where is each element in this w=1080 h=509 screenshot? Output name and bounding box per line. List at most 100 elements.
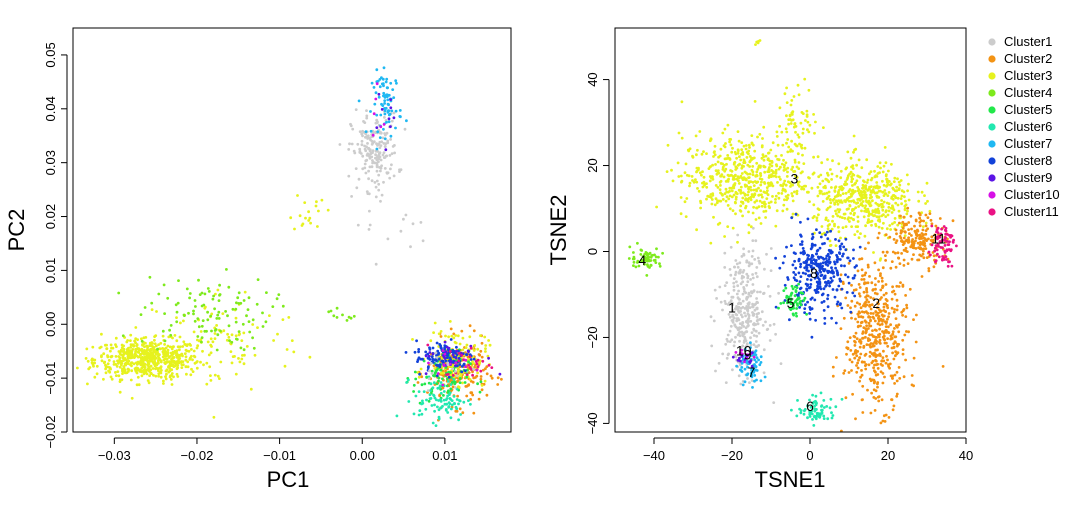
tsne-point bbox=[734, 152, 738, 156]
pca-point bbox=[363, 144, 366, 148]
tsne-point bbox=[766, 170, 770, 174]
tsne-point bbox=[814, 394, 818, 398]
pca-point bbox=[456, 379, 460, 383]
pca-point bbox=[372, 86, 376, 89]
tsne-point bbox=[824, 216, 828, 220]
pca-point bbox=[172, 375, 175, 379]
pca-point bbox=[352, 314, 356, 318]
pca-point bbox=[380, 164, 383, 168]
tsne-point bbox=[721, 193, 724, 197]
tsne-point bbox=[802, 299, 806, 302]
legend-swatch bbox=[988, 140, 996, 148]
tsne-point bbox=[751, 276, 755, 280]
tsne-point bbox=[776, 181, 779, 184]
pca-point bbox=[162, 347, 166, 351]
tsne-point bbox=[788, 318, 791, 322]
tsne-point bbox=[834, 321, 838, 325]
pca-point bbox=[429, 389, 432, 392]
pca-point bbox=[441, 377, 444, 381]
pca-point bbox=[365, 153, 369, 157]
pca-point bbox=[444, 398, 448, 402]
tsne-point bbox=[796, 133, 800, 137]
tsne-point bbox=[744, 339, 748, 343]
tsne-point bbox=[738, 356, 741, 360]
pca-point bbox=[435, 356, 439, 359]
tsne-point bbox=[794, 273, 797, 276]
pca-point bbox=[147, 355, 151, 359]
pca-point bbox=[467, 399, 470, 402]
tsne-point bbox=[809, 278, 813, 282]
pca-point bbox=[421, 399, 424, 403]
tsne-point bbox=[795, 189, 799, 193]
tsne-point bbox=[777, 175, 781, 179]
pca-point bbox=[398, 170, 401, 174]
tsne-point bbox=[853, 148, 856, 152]
pca-point bbox=[140, 339, 144, 343]
tsne-point bbox=[942, 225, 946, 228]
tsne-point bbox=[849, 216, 853, 220]
pca-point bbox=[194, 305, 197, 308]
tsne-point bbox=[860, 310, 864, 314]
tsne-point bbox=[757, 358, 760, 362]
tsne-point bbox=[736, 149, 740, 153]
pca-point bbox=[454, 334, 458, 337]
tsne-point bbox=[884, 174, 888, 178]
tsne-point bbox=[907, 236, 910, 240]
tsne-point bbox=[865, 158, 869, 162]
pca-point bbox=[317, 209, 320, 213]
tsne-point bbox=[891, 285, 894, 289]
tsne-point bbox=[854, 317, 857, 321]
tsne-point bbox=[902, 375, 906, 379]
tsne-point bbox=[874, 283, 877, 287]
tsne-point bbox=[892, 180, 896, 184]
pca-point bbox=[384, 133, 387, 137]
tsne-point bbox=[857, 188, 861, 191]
tsne-point bbox=[862, 344, 866, 348]
tsne-point bbox=[898, 235, 902, 238]
tsne-point bbox=[803, 146, 807, 150]
tsne-point bbox=[941, 246, 944, 250]
tsne-point bbox=[763, 200, 766, 204]
tsne-point bbox=[860, 209, 863, 213]
tsne-point bbox=[718, 285, 722, 289]
tsne-point bbox=[859, 375, 862, 379]
tsne-point bbox=[881, 286, 884, 289]
tsne-point bbox=[683, 171, 687, 175]
tsne-point bbox=[894, 228, 898, 232]
tsne-point bbox=[749, 294, 752, 298]
tsne-point bbox=[796, 399, 799, 402]
pca-point bbox=[347, 315, 351, 319]
pca-point bbox=[185, 372, 188, 376]
tsne-point bbox=[770, 160, 774, 164]
tsne-point bbox=[782, 166, 786, 169]
pca-x-tick-label: −0.03 bbox=[98, 448, 131, 463]
legend-label: Cluster11 bbox=[1004, 204, 1059, 219]
tsne-point bbox=[779, 302, 783, 305]
tsne-point bbox=[811, 232, 814, 236]
tsne-point bbox=[754, 218, 758, 221]
tsne-point bbox=[708, 179, 712, 183]
tsne-point bbox=[814, 261, 818, 265]
tsne-point bbox=[896, 304, 899, 308]
tsne-point bbox=[767, 176, 771, 179]
tsne-point bbox=[830, 227, 834, 231]
tsne-point bbox=[874, 389, 878, 393]
tsne-point bbox=[798, 142, 801, 146]
tsne-point bbox=[874, 201, 878, 205]
pca-point bbox=[412, 390, 415, 393]
tsne-point bbox=[807, 263, 811, 267]
pca-point bbox=[417, 348, 421, 351]
tsne-point bbox=[712, 155, 715, 158]
pca-point bbox=[377, 160, 380, 164]
tsne-point bbox=[752, 323, 755, 326]
tsne-point bbox=[807, 130, 811, 134]
tsne-point bbox=[874, 355, 878, 359]
tsne-point bbox=[724, 142, 727, 145]
tsne-point bbox=[723, 145, 727, 149]
pca-point bbox=[373, 181, 377, 184]
tsne-point bbox=[727, 197, 731, 201]
tsne-point bbox=[858, 345, 862, 349]
pca-point bbox=[386, 237, 390, 241]
tsne-point bbox=[857, 283, 861, 286]
pca-point bbox=[455, 409, 459, 413]
